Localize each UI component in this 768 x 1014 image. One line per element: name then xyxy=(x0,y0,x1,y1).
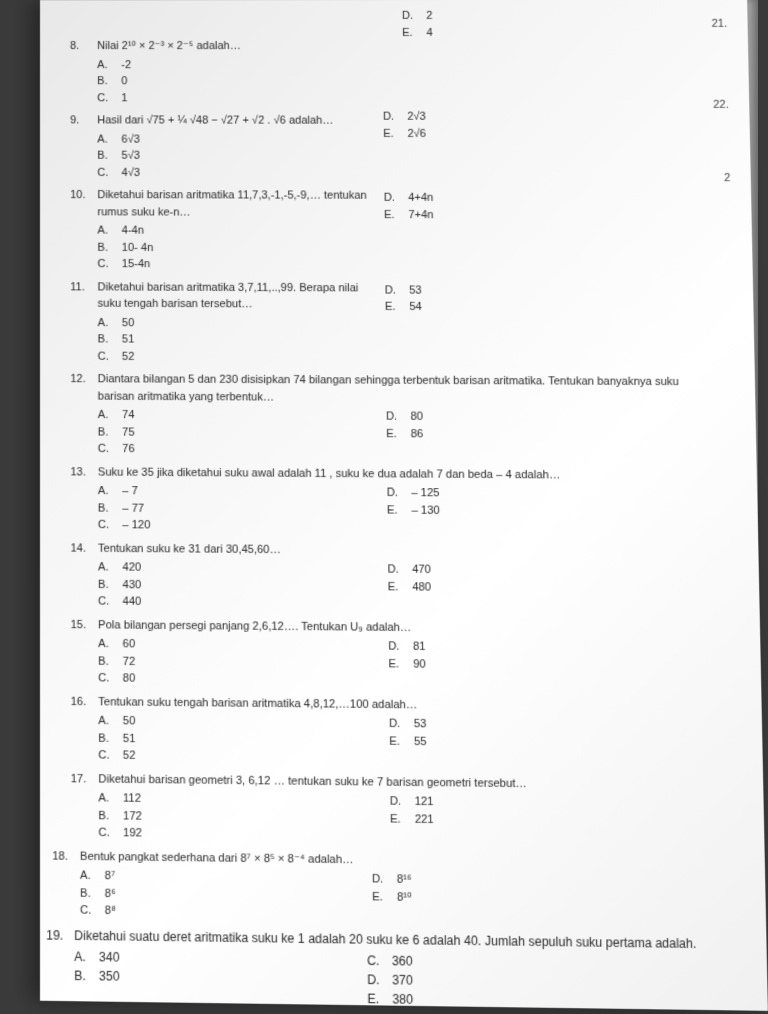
q-number: 18. xyxy=(52,848,77,866)
opt-b: 51 xyxy=(123,732,136,745)
opt-c: 52 xyxy=(122,350,134,362)
opt-e: 480 xyxy=(412,581,431,594)
opt-c: 4√3 xyxy=(122,166,140,178)
opt-c: 440 xyxy=(123,595,142,608)
opt-b: 72 xyxy=(123,655,136,668)
opt-c: 8⁸ xyxy=(105,904,116,917)
opt-e: 90 xyxy=(413,658,426,671)
opt-d: 2√3 xyxy=(407,111,426,123)
opt-e: 2√6 xyxy=(407,127,426,139)
q-number: 14. xyxy=(70,540,94,557)
question-14: 14. Tentukan suku ke 31 dari 30,45,60… A… xyxy=(70,540,739,616)
q-stem: Diketahui barisan aritmatika 11,7,3,-1,-… xyxy=(97,187,380,221)
opt-a: 340 xyxy=(99,949,120,964)
opt-a: 112 xyxy=(123,792,141,805)
question-16: 16. Tentukan suku tengah barisan aritmat… xyxy=(71,693,742,771)
opt-d: 80 xyxy=(410,411,423,423)
question-11: 11. Diketahui barisan aritmatika 3,7,11,… xyxy=(70,279,734,368)
opt-b: 75 xyxy=(122,426,134,438)
q-stem: Hasil dari √75 + ¼ √48 − √27 + √2 . √6 a… xyxy=(97,112,380,129)
question-18: 18. Bentuk pangkat sederhana dari 8⁷ × 8… xyxy=(52,848,745,928)
q-stem: Suku ke 35 jika diketahui suku awal adal… xyxy=(98,464,713,485)
opt-d: – 125 xyxy=(411,487,439,500)
opt-c: 52 xyxy=(123,749,136,762)
opt-d: 4+4n xyxy=(408,192,433,204)
opt-b: 5√3 xyxy=(121,150,139,162)
opt-c: 192 xyxy=(123,827,142,840)
question-10: 10. Diketahui barisan aritmatika 11,7,3,… xyxy=(70,187,732,275)
opt-a: 6√3 xyxy=(121,133,139,145)
opt-c: 80 xyxy=(123,672,136,685)
opt-e: 54 xyxy=(409,301,422,313)
opt-a: – 7 xyxy=(122,485,138,497)
q-number: 10. xyxy=(70,187,94,204)
opt-d: 470 xyxy=(412,563,431,576)
question-8: 8. Nilai 2¹⁰ × 2⁻³ × 2⁻⁵ adalah… A.-2 B.… xyxy=(70,38,729,107)
opt-a: -2 xyxy=(121,59,131,71)
q-stem: Tentukan suku ke 31 dari 30,45,60… xyxy=(98,540,714,562)
question-17: 17. Diketahui barisan geometri 3, 6,12 …… xyxy=(71,770,744,849)
opt-b: 51 xyxy=(122,333,134,345)
q-number: 19. xyxy=(46,925,71,944)
opt-a: 8⁷ xyxy=(105,870,115,883)
opt-c: 360 xyxy=(392,953,413,968)
opt-a: 50 xyxy=(123,715,136,728)
opt-b: 0 xyxy=(121,75,127,87)
opt-e: – 130 xyxy=(411,504,439,517)
opt-d: 53 xyxy=(409,284,422,296)
q-number: 8. xyxy=(70,38,94,55)
q-number: 15. xyxy=(71,616,95,633)
opt-c: 76 xyxy=(122,443,134,455)
question-15: 15. Pola bilangan persegi panjang 2,6,12… xyxy=(71,616,741,693)
question-9: 9. Hasil dari √75 + ¼ √48 − √27 + √2 . √… xyxy=(70,112,730,182)
opt-b: 430 xyxy=(123,578,142,591)
q-number: 11. xyxy=(70,279,94,296)
opt-c: 15-4n xyxy=(122,258,150,270)
opt-a: 50 xyxy=(122,317,134,329)
q-stem: Nilai 2¹⁰ × 2⁻³ × 2⁻⁵ adalah… xyxy=(97,38,704,55)
margin-21: 21. xyxy=(711,18,727,30)
q-number: 12. xyxy=(70,371,94,388)
opt-d: 81 xyxy=(413,640,426,653)
opt-e: 8¹⁰ xyxy=(397,891,412,904)
opt-d: 53 xyxy=(414,718,427,731)
opt-e: 7+4n xyxy=(408,209,433,221)
q-number: 13. xyxy=(70,464,94,481)
opt-a: 420 xyxy=(122,561,141,574)
question-12: 12. Diantara bilangan 5 dan 230 disisipk… xyxy=(70,371,736,462)
top-hanging-options: D.2 E.4 xyxy=(402,8,433,41)
opt-e: 86 xyxy=(411,428,424,440)
q-number: 17. xyxy=(71,770,96,788)
question-13: 13. Suku ke 35 jika diketahui suku awal … xyxy=(70,464,737,539)
opt-a: 60 xyxy=(123,638,136,651)
q-stem: Diantara bilangan 5 dan 230 disisipkan 7… xyxy=(98,371,711,408)
opt-a: 4-4n xyxy=(122,225,144,237)
margin-2: 2 xyxy=(724,172,731,184)
q-number: 9. xyxy=(70,112,94,129)
opt-d-text: 2 xyxy=(426,10,432,22)
q-number: 16. xyxy=(71,693,96,710)
opt-c: – 120 xyxy=(122,519,150,532)
q-stem: Diketahui barisan aritmatika 3,7,11,..,9… xyxy=(98,279,382,314)
opt-c: 1 xyxy=(121,92,127,104)
opt-b: 10- 4n xyxy=(122,241,154,253)
opt-e: 221 xyxy=(415,813,434,826)
exam-page: D.2 E.4 21. 22. 2 8. Nilai 2¹⁰ × 2⁻³ × 2… xyxy=(40,0,768,1011)
margin-22: 22. xyxy=(713,99,729,111)
opt-d: 370 xyxy=(392,972,413,987)
opt-d: 8¹⁶ xyxy=(397,873,412,886)
opt-e: 55 xyxy=(414,735,427,748)
opt-b: 350 xyxy=(99,968,120,983)
opt-e: 380 xyxy=(392,991,413,1006)
opt-b: – 77 xyxy=(122,502,144,515)
question-19: 19. Diketahui suatu deret aritmatika suk… xyxy=(46,925,747,1013)
opt-b: 8⁶ xyxy=(105,887,116,900)
opt-e-text: 4 xyxy=(426,26,432,38)
opt-d: 121 xyxy=(414,795,433,808)
opt-b: 172 xyxy=(123,810,142,823)
opt-a: 74 xyxy=(122,409,134,421)
